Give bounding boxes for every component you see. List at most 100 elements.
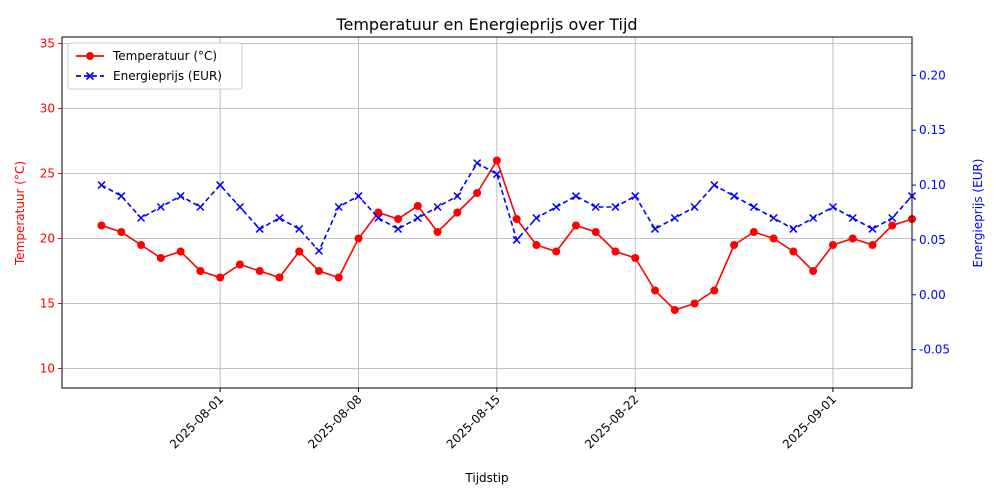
right-y-tick-label: 0.10	[919, 178, 946, 192]
price-point	[572, 193, 579, 200]
right-y-axis: -0.05 0.00 0.05 0.10 0.15 0.20	[912, 68, 950, 356]
temperature-point	[473, 189, 481, 197]
price-point	[296, 225, 303, 232]
temperature-point	[611, 248, 619, 256]
temperature-point	[315, 267, 323, 275]
left-y-axis-label: Temperatuur (°C)	[13, 161, 27, 266]
left-y-tick-label: 15	[40, 297, 55, 311]
price-point	[652, 225, 659, 232]
temperature-point	[236, 261, 244, 269]
right-y-axis-label: Energieprijs (EUR)	[971, 159, 985, 268]
temperature-point	[98, 222, 106, 230]
temperature-point	[849, 235, 857, 243]
temperature-point	[829, 241, 837, 249]
price-point	[157, 204, 164, 211]
price-point	[770, 214, 777, 221]
price-point	[750, 204, 757, 211]
temperature-point	[868, 241, 876, 249]
price-line	[102, 163, 913, 251]
temperature-point	[710, 287, 718, 295]
x-tick-label: 2025-08-01	[167, 392, 226, 451]
price-point	[553, 204, 560, 211]
price-point	[118, 193, 125, 200]
temperature-point	[117, 228, 125, 236]
temperature-point	[592, 228, 600, 236]
temperature-point	[453, 209, 461, 217]
temperature-point	[789, 248, 797, 256]
temperature-point	[295, 248, 303, 256]
temperature-point	[513, 215, 521, 223]
left-y-tick-label: 25	[40, 167, 55, 181]
temperature-point	[532, 241, 540, 249]
price-point	[869, 225, 876, 232]
temperature-point	[572, 222, 580, 230]
temperature-point	[196, 267, 204, 275]
temperature-point	[651, 287, 659, 295]
temperature-point	[691, 300, 699, 308]
x-tick-label: 2025-08-08	[305, 392, 364, 451]
temperature-point	[394, 215, 402, 223]
price-point	[177, 193, 184, 200]
legend-label-temperature: Temperatuur (°C)	[112, 49, 217, 63]
right-y-tick-label: 0.15	[919, 123, 946, 137]
x-axis: 2025-08-01 2025-08-08 2025-08-15 2025-08-22…	[167, 388, 839, 451]
right-y-tick-label: -0.05	[919, 343, 950, 357]
temperature-point	[256, 267, 264, 275]
price-point	[592, 204, 599, 211]
left-y-tick-label: 30	[40, 102, 55, 116]
price-point	[612, 204, 619, 211]
price-point	[414, 214, 421, 221]
price-point	[434, 204, 441, 211]
chart-title: Temperatuur en Energieprijs over Tijd	[335, 15, 637, 34]
price-point	[315, 247, 322, 254]
plot-area-frame	[62, 37, 912, 388]
temperature-point	[177, 248, 185, 256]
price-point	[671, 214, 678, 221]
price-point	[256, 225, 263, 232]
price-point	[454, 193, 461, 200]
legend-label-price: Energieprijs (EUR)	[113, 69, 222, 83]
x-tick-label: 2025-09-01	[780, 392, 839, 451]
left-y-tick-label: 20	[40, 232, 55, 246]
temperature-point	[631, 254, 639, 262]
right-y-tick-label: 0.00	[919, 288, 946, 302]
temperature-point	[809, 267, 817, 275]
price-point	[98, 182, 105, 189]
grid-lines	[62, 37, 912, 388]
price-point	[731, 193, 738, 200]
price-point	[395, 225, 402, 232]
temperature-point	[355, 235, 363, 243]
x-tick-label: 2025-08-22	[582, 392, 641, 451]
price-point	[335, 204, 342, 211]
price-point	[889, 214, 896, 221]
price-point	[711, 182, 718, 189]
price-point	[276, 214, 283, 221]
temperature-point	[216, 274, 224, 282]
legend-marker-temperature	[86, 52, 94, 60]
temperature-point	[671, 306, 679, 314]
left-y-tick-label: 10	[40, 362, 55, 376]
price-point	[691, 204, 698, 211]
right-y-tick-label: 0.05	[919, 233, 946, 247]
price-point	[849, 214, 856, 221]
price-point	[236, 204, 243, 211]
temperature-point	[552, 248, 560, 256]
x-tick-label: 2025-08-15	[444, 392, 503, 451]
temperature-point	[157, 254, 165, 262]
temperature-point	[770, 235, 778, 243]
temperature-point	[493, 157, 501, 165]
temperature-point	[335, 274, 343, 282]
x-axis-label: Tijdstip	[464, 471, 508, 485]
left-y-tick-label: 35	[40, 37, 55, 51]
price-point	[474, 160, 481, 167]
temperature-point	[434, 228, 442, 236]
price-point	[197, 204, 204, 211]
temperature-point	[275, 274, 283, 282]
price-point	[533, 214, 540, 221]
legend: Temperatuur (°C) Energieprijs (EUR)	[68, 43, 242, 89]
temperature-point	[888, 222, 896, 230]
temperature-point	[137, 241, 145, 249]
temperature-point	[730, 241, 738, 249]
temperature-point	[414, 202, 422, 210]
